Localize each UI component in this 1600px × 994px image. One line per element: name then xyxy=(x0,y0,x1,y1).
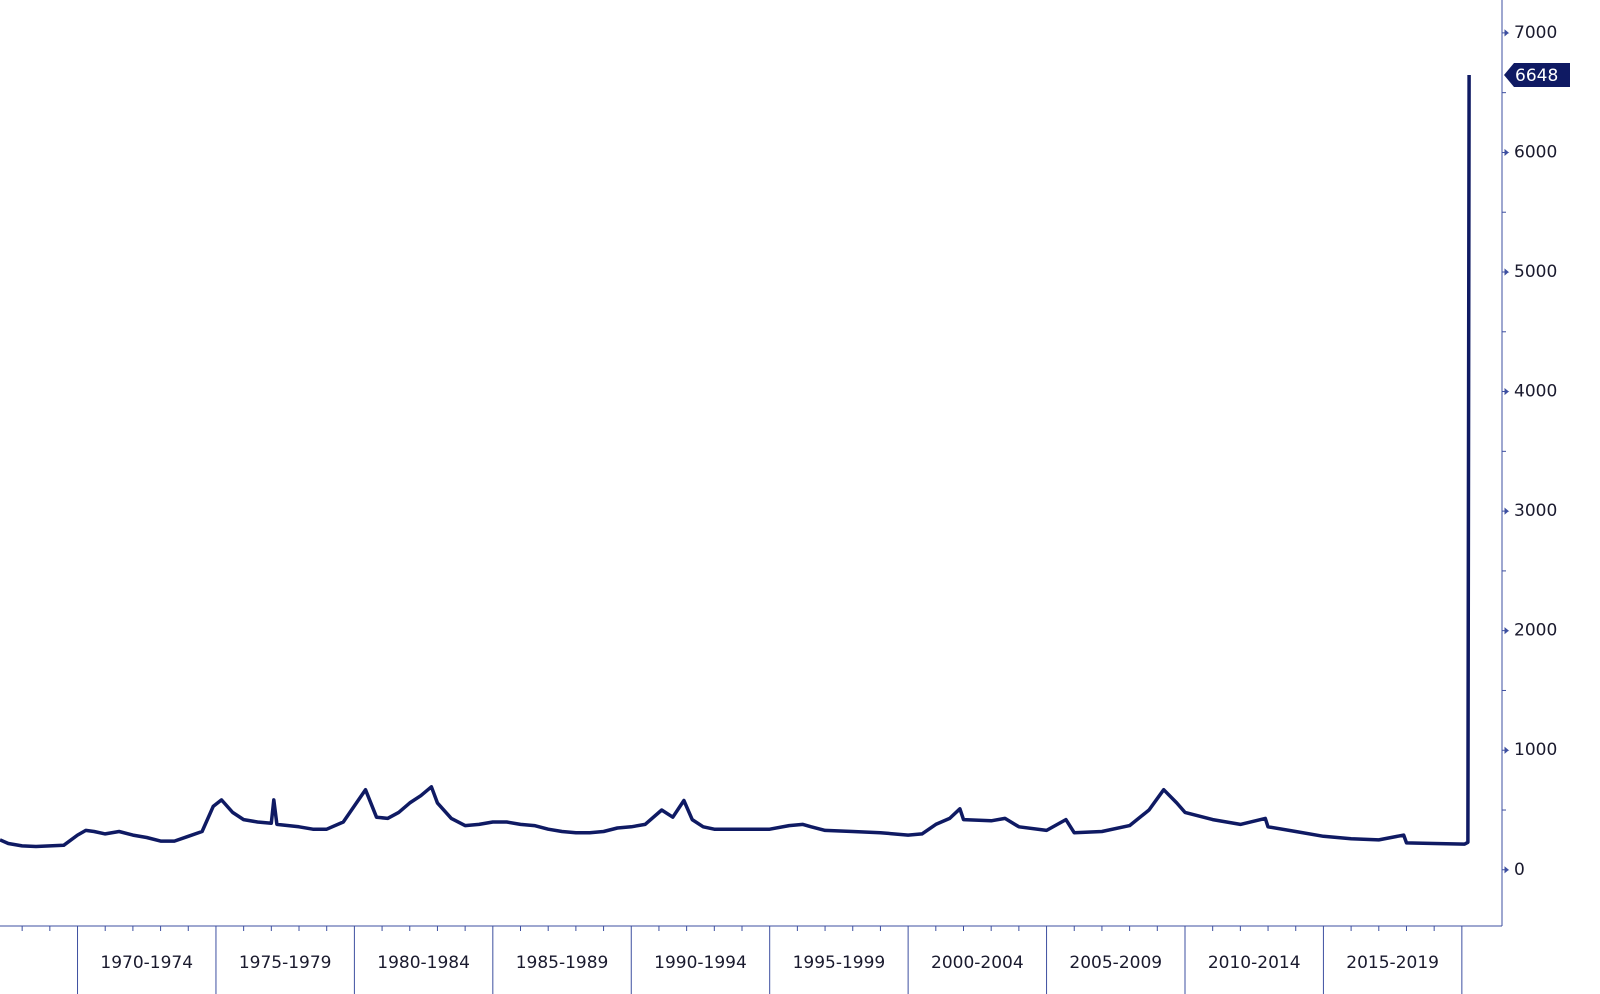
y-tick-label: 1000 xyxy=(1514,740,1557,760)
y-tick xyxy=(1502,746,1510,754)
y-tick-label: 0 xyxy=(1514,860,1525,880)
y-tick-label: 7000 xyxy=(1514,23,1557,43)
y-tick xyxy=(1502,627,1510,635)
y-tick xyxy=(1502,387,1510,396)
x-period-label: 2005-2009 xyxy=(1069,953,1162,973)
x-period-label: 1990-1994 xyxy=(654,953,747,973)
x-period-label: 1985-1989 xyxy=(516,953,609,973)
x-period-label: 1980-1984 xyxy=(377,953,470,973)
y-tick-label: 2000 xyxy=(1514,621,1557,641)
x-period-label: 2000-2004 xyxy=(931,953,1024,973)
y-tick-label: 3000 xyxy=(1514,501,1557,521)
x-period-label: 1975-1979 xyxy=(239,953,332,973)
y-tick xyxy=(1502,29,1510,37)
x-period-label: 1995-1999 xyxy=(793,953,886,973)
y-tick xyxy=(1502,507,1510,515)
y-tick-label: 6000 xyxy=(1514,142,1557,162)
y-tick-label: 5000 xyxy=(1514,262,1557,282)
y-tick-label: 4000 xyxy=(1514,382,1557,402)
last-value-tag xyxy=(1504,62,1570,87)
last-value-label: 6648 xyxy=(1515,66,1558,86)
y-tick xyxy=(1502,148,1510,157)
x-period-label: 2015-2019 xyxy=(1346,953,1439,973)
y-tick xyxy=(1502,866,1510,874)
x-period-label: 1970-1974 xyxy=(100,953,193,973)
series-line xyxy=(0,74,1471,849)
y-tick xyxy=(1502,268,1510,276)
x-period-label: 2010-2014 xyxy=(1208,953,1301,973)
